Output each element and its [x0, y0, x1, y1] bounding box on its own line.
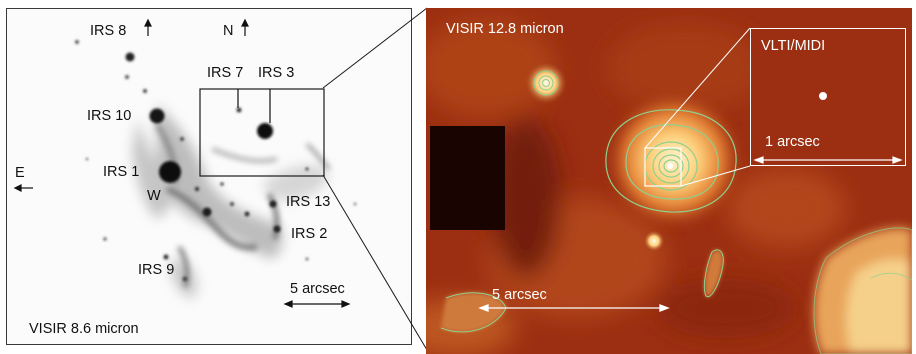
right-scale-label: 5 arcsec: [492, 287, 547, 303]
label-irs7: IRS 7: [207, 65, 244, 81]
contoured-blobs: [441, 249, 724, 332]
irs7-contours: [533, 70, 559, 96]
inset-scale-bar: [753, 156, 903, 164]
midi-zoom-box: [644, 147, 682, 187]
inset-scale-label: 1 arcsec: [765, 134, 820, 150]
label-w: W: [147, 188, 161, 204]
irs7-source-glow: [524, 61, 568, 105]
left-image: [13, 18, 357, 308]
zoom-region-box: [199, 88, 325, 177]
point-sources: [75, 40, 357, 282]
label-irs13: IRS 13: [286, 194, 331, 210]
inset-connector-bottom: [680, 165, 751, 187]
label-irs8: IRS 8: [90, 23, 127, 39]
label-irs10: IRS 10: [87, 108, 132, 124]
label-north: N: [223, 23, 234, 39]
midi-source-dot: [819, 92, 827, 100]
right-scale-bar: [478, 304, 670, 312]
north-arrows: [144, 18, 249, 36]
visir-8-6-micron-panel: IRS 8 N IRS 7 IRS 3 IRS 10 E IRS 1 W IRS…: [6, 8, 412, 345]
central-source-peak: [667, 163, 673, 169]
label-irs9: IRS 9: [138, 262, 175, 278]
bright-extended-region: [814, 227, 912, 354]
filaments: [154, 122, 331, 288]
small-source-glow: [643, 230, 665, 252]
label-east: E: [15, 165, 25, 181]
left-panel-caption: VISIR 8.6 micron: [29, 321, 139, 337]
inset-connector-top: [644, 27, 751, 149]
vlti-midi-inset: VLTI/MIDI 1 arcsec: [750, 28, 906, 166]
east-arrow: [13, 184, 33, 192]
central-source-contours: [605, 109, 737, 213]
inset-title: VLTI/MIDI: [761, 38, 826, 54]
visir-12-8-micron-panel: VISIR 12.8 micron 5 arcsec VLTI/MIDI 1 a…: [426, 8, 912, 354]
label-irs1: IRS 1: [103, 164, 140, 180]
masked-region: [430, 126, 505, 230]
inset-graphics: [753, 92, 903, 164]
right-panel-caption: VISIR 12.8 micron: [446, 21, 564, 37]
label-irs3: IRS 3: [258, 65, 295, 81]
label-irs2: IRS 2: [291, 226, 328, 242]
left-scale-bar: [283, 300, 351, 308]
left-scale-label: 5 arcsec: [290, 281, 345, 297]
